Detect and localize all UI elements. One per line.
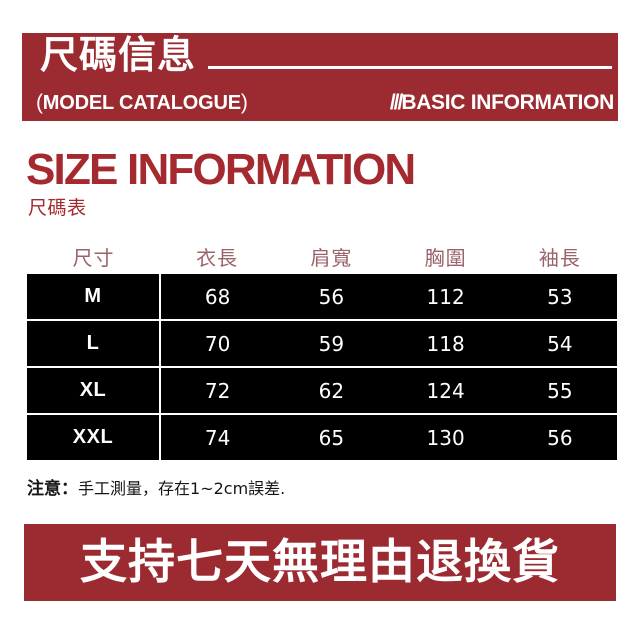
return-policy-text: 支持七天無理由退換貨 bbox=[80, 534, 560, 590]
header-chinese-title: 尺碼信息 bbox=[40, 33, 197, 77]
header-banner: 尺碼信息 (MODEL CATALOGUE) ///BASIC INFORMAT… bbox=[22, 33, 618, 121]
header-title-rule bbox=[208, 66, 612, 69]
triple-slash-icon: /// bbox=[389, 91, 403, 114]
subtitle-open-paren: ( bbox=[36, 91, 43, 114]
table-row: XL 72 62 124 55 bbox=[27, 367, 617, 415]
column-header-shoulder: 肩寬 bbox=[274, 238, 389, 274]
header-english-subtitle: (MODEL CATALOGUE) bbox=[36, 86, 248, 120]
page-subtitle: 尺碼表 bbox=[28, 197, 87, 219]
cell-bust: 124 bbox=[388, 367, 503, 415]
column-header-size: 尺寸 bbox=[27, 238, 160, 274]
column-header-sleeve: 袖長 bbox=[502, 238, 617, 274]
subtitle-close-paren: ) bbox=[240, 91, 248, 114]
cell-bust: 130 bbox=[388, 414, 503, 460]
cell-sleeve: 53 bbox=[502, 274, 617, 321]
table-row: L 70 59 118 54 bbox=[27, 320, 617, 368]
subtitle-text: MODEL CATALOGUE bbox=[42, 92, 241, 114]
cell-size: XL bbox=[27, 367, 161, 415]
table-row: M 68 56 112 53 bbox=[27, 274, 617, 321]
cell-bust: 112 bbox=[388, 274, 503, 321]
page-title: SIZE INFORMATION bbox=[26, 145, 416, 194]
cell-length: 70 bbox=[160, 320, 275, 368]
cell-length: 74 bbox=[160, 414, 275, 460]
cell-shoulder: 56 bbox=[274, 274, 389, 321]
size-table-head: 尺寸 衣長 肩寬 胸圍 袖長 bbox=[27, 238, 617, 274]
cell-sleeve: 54 bbox=[502, 320, 617, 368]
measurement-note: 注意：手工測量，存在1~2cm誤差. bbox=[27, 478, 285, 500]
cell-size: XXL bbox=[27, 414, 161, 460]
note-label: 注意： bbox=[27, 479, 78, 499]
cell-shoulder: 62 bbox=[274, 367, 389, 415]
table-header-row: 尺寸 衣長 肩寬 胸圍 袖長 bbox=[27, 238, 617, 274]
cell-length: 68 bbox=[160, 274, 275, 321]
cell-shoulder: 65 bbox=[274, 414, 389, 460]
size-table-body: M 68 56 112 53 L 70 59 118 54 XL 72 62 1… bbox=[27, 274, 617, 460]
cell-length: 72 bbox=[160, 367, 275, 415]
cell-bust: 118 bbox=[388, 320, 503, 368]
size-table: 尺寸 衣長 肩寬 胸圍 袖長 M 68 56 112 53 L 70 59 11… bbox=[27, 238, 617, 460]
cell-size: M bbox=[27, 274, 161, 321]
cell-sleeve: 55 bbox=[502, 367, 617, 415]
table-row: XXL 74 65 130 56 bbox=[27, 414, 617, 460]
cell-sleeve: 56 bbox=[502, 414, 617, 460]
column-header-length: 衣長 bbox=[160, 238, 275, 274]
header-basic-information: ///BASIC INFORMATION bbox=[390, 86, 614, 120]
return-policy-banner: 支持七天無理由退換貨 bbox=[24, 524, 616, 601]
cell-size: L bbox=[27, 320, 161, 368]
column-header-bust: 胸圍 bbox=[388, 238, 503, 274]
cell-shoulder: 59 bbox=[274, 320, 389, 368]
note-body: 手工測量，存在1~2cm誤差. bbox=[78, 479, 286, 498]
basic-information-label: BASIC INFORMATION bbox=[401, 91, 614, 114]
